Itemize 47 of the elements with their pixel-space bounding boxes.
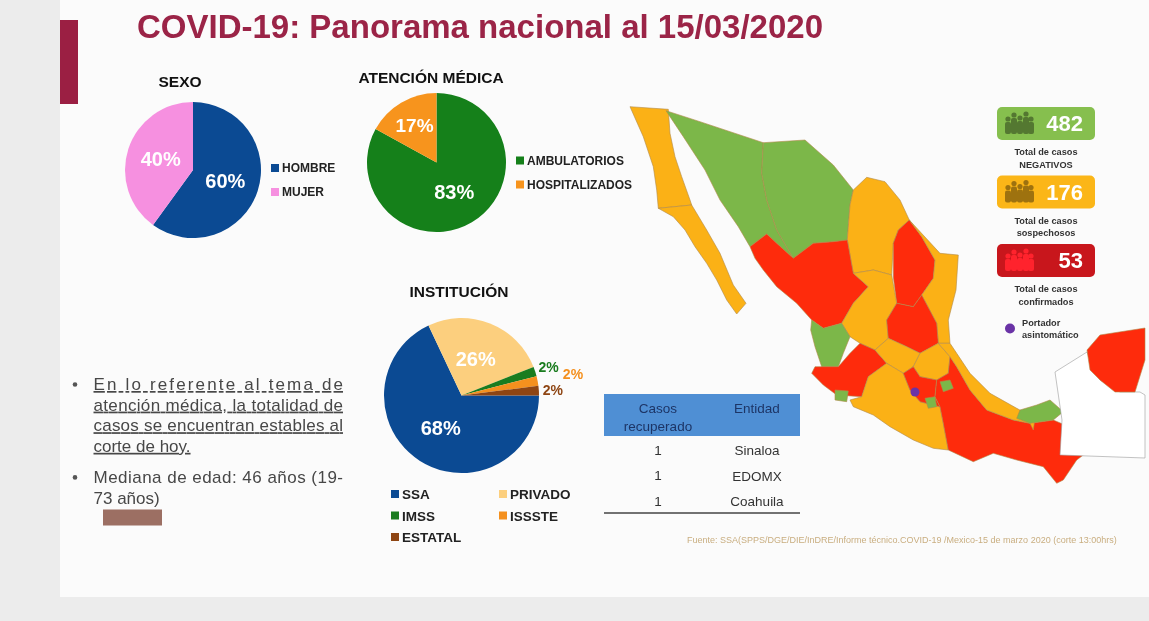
data-label: 60% [205, 169, 246, 192]
pie-slice [461, 366, 537, 396]
text: Mediana de edad: 46 años (19-73 años) [93, 467, 343, 508]
data-label: 83% [434, 181, 475, 204]
data-label: 1 [654, 493, 662, 509]
category-label: Total de casos sospechosos [1014, 215, 1078, 238]
category-label: EDOMX [732, 468, 782, 483]
text: En lo referente al tema de atención médica, la totalidad de casos se encuentran estables al corte de hoy. [93, 375, 343, 456]
data-label: 1 [654, 442, 662, 458]
text: Entidad [734, 400, 780, 416]
legend-label: PRIVADO [510, 486, 571, 502]
category-label: Portador asintomático [1022, 317, 1080, 340]
data-label: 53 [1058, 248, 1083, 273]
data-label: 2% [538, 359, 560, 376]
category-label: Sinaloa [734, 442, 780, 458]
legend-label: HOMBRE [282, 161, 336, 175]
data-label: 40% [140, 148, 181, 171]
chart-title: ATENCIÓN MÉDICA [358, 69, 504, 86]
data-label: 26% [455, 348, 496, 371]
legend-label: SSA [402, 486, 431, 502]
data-label: 482 [1046, 111, 1083, 136]
chart-title: INSTITUCIÓN [409, 283, 509, 300]
legend-label: MUJER [282, 185, 325, 199]
legend-label: IMSS [402, 508, 436, 523]
category-label: Coahuila [730, 493, 785, 509]
pie-slice [367, 93, 506, 232]
legend-label: ESTATAL [402, 529, 462, 545]
pie-slice [375, 93, 437, 163]
pie-slice [461, 385, 539, 396]
data-label: 2% [542, 381, 564, 398]
legend-label: AMBULATORIOS [527, 153, 624, 168]
legend-label: ISSSTE [510, 508, 559, 523]
pie-slice [125, 102, 193, 226]
data-label: 1 [654, 468, 662, 483]
data-label: 176 [1046, 179, 1083, 205]
legend-label: HOSPITALIZADOS [527, 177, 633, 192]
pie-slice [428, 318, 534, 396]
data-label: 17% [395, 114, 434, 136]
data-label: 68% [420, 417, 461, 440]
text: Casos recuperado [623, 400, 693, 434]
category-label: Total de casos confirmados [1014, 284, 1078, 307]
source-note: Fuente: SSA(SPPS/DGE/DIE/InDRE/Informe técnico.COVID-19 /Mexico-15 de marzo 2020 (corte 13:00hrs) [687, 535, 1117, 545]
text: COVID-19: Panorama nacional al 15/03/2020 [137, 7, 823, 45]
chart-title: SEXO [158, 73, 202, 90]
pie-slice [384, 325, 539, 473]
data-label: 2% [562, 366, 584, 383]
category-label: Total de casos NEGATIVOS [1014, 147, 1078, 170]
